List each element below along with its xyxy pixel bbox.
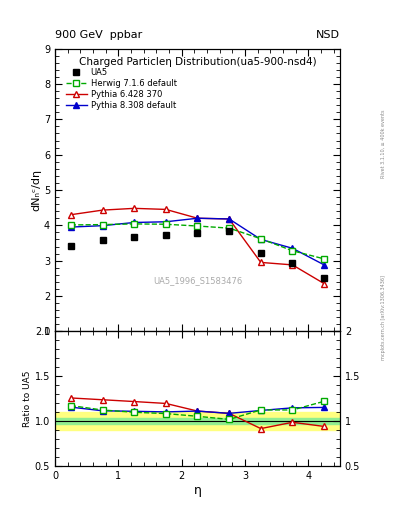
Y-axis label: dNₙᶜ/dη: dNₙᶜ/dη (31, 169, 41, 211)
Text: UA5_1996_S1583476: UA5_1996_S1583476 (153, 276, 242, 285)
Text: 900 GeV  ppbar: 900 GeV ppbar (55, 30, 142, 40)
Text: Rivet 3.1.10, ≥ 400k events: Rivet 3.1.10, ≥ 400k events (381, 109, 386, 178)
Text: mcplots.cern.ch [arXiv:1306.3436]: mcplots.cern.ch [arXiv:1306.3436] (381, 275, 386, 360)
Text: NSD: NSD (316, 30, 340, 40)
X-axis label: η: η (193, 483, 202, 497)
Text: Charged Particleη Distribution(ua5-900-nsd4): Charged Particleη Distribution(ua5-900-n… (79, 57, 316, 67)
Bar (55, 412, 340, 430)
Y-axis label: Ratio to UA5: Ratio to UA5 (23, 370, 32, 427)
Bar (55, 418, 340, 424)
Legend: UA5, Herwig 7.1.6 default, Pythia 6.428 370, Pythia 8.308 default: UA5, Herwig 7.1.6 default, Pythia 6.428 … (62, 65, 180, 113)
